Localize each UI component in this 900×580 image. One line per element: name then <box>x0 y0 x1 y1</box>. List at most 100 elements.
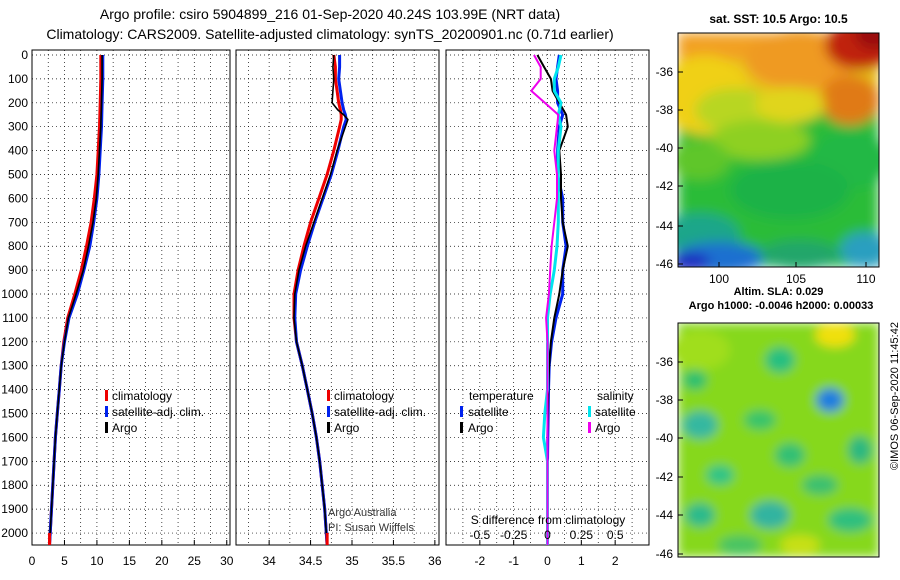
x-tick-label: 36 <box>428 554 442 568</box>
legend-swatch <box>327 390 330 401</box>
bottom-marker <box>48 533 52 545</box>
y-tick-label: 1000 <box>1 287 28 301</box>
diff-salinity-tick-label: 0 <box>544 528 551 542</box>
legend-swatch <box>105 406 108 417</box>
x-tick-label: 5 <box>61 554 68 568</box>
y-tick-label: 100 <box>8 72 28 86</box>
bottom-marker <box>325 533 329 545</box>
y-tick-label: 900 <box>8 263 28 277</box>
legend-swatch <box>105 390 108 401</box>
legend-swatch <box>588 406 591 417</box>
legend-label: climatology <box>334 389 394 403</box>
map-y-tick-label: -46 <box>656 257 674 271</box>
sla-map-title-line2: Argo h1000: -0.0046 h2000: 0.00033 <box>688 300 874 312</box>
series-line-argo <box>293 54 349 545</box>
series-line-climatology <box>292 54 343 545</box>
x-tick-label: 1 <box>578 554 585 568</box>
series-group <box>48 55 105 545</box>
y-tick-label: 1600 <box>1 430 28 444</box>
series-group <box>530 54 569 545</box>
panel-diff: -2 -1 0 1 2 <box>445 49 650 568</box>
x-tick-label: 10 <box>90 554 104 568</box>
series-line-temperature-argo <box>536 54 569 545</box>
diff-salinity-tick-label: -0.5 <box>469 528 490 542</box>
figure-title-line1: Argo profile: csiro 5904899_216 01-Sep-2… <box>99 6 561 22</box>
map-x-tick-label: 100 <box>709 272 729 286</box>
legend-label: satellite-adj. clim. <box>112 405 204 419</box>
legend-swatch <box>460 406 463 417</box>
panel-temp: 0 5 10 15 20 25 30 <box>29 49 234 568</box>
diff-salinity-tick-label: -0.25 <box>500 528 528 542</box>
y-tick-label: 0 <box>21 48 28 62</box>
y-tick-label: 400 <box>8 144 28 158</box>
x-tick-label: 20 <box>155 554 169 568</box>
y-tick-label: 1400 <box>1 383 28 397</box>
legend-sal-satellite: satellite <box>595 405 636 419</box>
map-y-tick-label: -44 <box>656 508 674 522</box>
y-tick-label: 1100 <box>2 311 28 325</box>
x-tick-label: -1 <box>508 554 519 568</box>
x-tick-label: 25 <box>188 554 202 568</box>
map-y-tick-label: -36 <box>656 355 674 369</box>
y-tick-label: 2000 <box>1 526 28 540</box>
diff-xlabel: S difference from climatology <box>471 513 626 527</box>
y-tick-label: 1200 <box>1 335 28 349</box>
x-tick-label: 0 <box>29 554 36 568</box>
y-tick-label: 600 <box>8 191 28 205</box>
y-tick-label: 700 <box>8 215 28 229</box>
panel-sal: 34 34.5 35 35.5 36 <box>235 49 442 568</box>
map-x-tick-label: 110 <box>856 272 875 286</box>
x-tick-label: 34 <box>262 554 276 568</box>
legend-group-temperature: temperature <box>469 389 534 403</box>
map-y-tick-label: -46 <box>656 547 674 561</box>
x-tick-label: 0 <box>544 554 551 568</box>
annotation-pi: PI: Susan Wijffels <box>328 522 414 534</box>
y-tick-label: 1800 <box>1 478 28 492</box>
sst-map: -36 -38 -40 -42 -44 -46 100 105 110 <box>656 32 880 286</box>
map-y-tick-label: -38 <box>656 103 674 117</box>
y-tick-label: 1700 <box>1 454 28 468</box>
legend-swatch <box>327 422 330 433</box>
sla-map-title-line1: Altim. SLA: 0.029 <box>733 286 824 298</box>
annotation-argo-australia: Argo Australia <box>328 507 397 519</box>
y-tick-label: 300 <box>8 120 28 134</box>
x-tick-label: 30 <box>220 554 234 568</box>
y-tick-label: 500 <box>8 168 28 182</box>
x-tick-label: 15 <box>123 554 137 568</box>
y-tick-label: 800 <box>8 239 28 253</box>
legend-temp-satellite: satellite <box>468 405 509 419</box>
sst-map-title: sat. SST: 10.5 Argo: 10.5 <box>709 12 848 26</box>
legend-swatch <box>105 422 108 433</box>
map-x-tick-label: 105 <box>786 272 806 286</box>
legend-swatch <box>460 422 463 433</box>
legend-label: Argo <box>334 421 360 435</box>
x-tick-label: 35 <box>345 554 359 568</box>
legend-sal-argo: Argo <box>595 421 621 435</box>
map-y-tick-label: -44 <box>656 219 674 233</box>
map-y-tick-label: -40 <box>656 431 674 445</box>
legend-swatch <box>588 422 591 433</box>
series-line-satellite-adj-clim- <box>48 55 105 545</box>
legend-swatch <box>327 406 330 417</box>
legend-label: Argo <box>112 421 138 435</box>
map-y-tick-label: -40 <box>656 141 674 155</box>
x-tick-label: 35.5 <box>382 554 406 568</box>
y-tick-label: 1900 <box>1 502 28 516</box>
sla-map: -36 -38 -40 -42 -44 -46 <box>656 322 880 561</box>
map-y-tick-label: -36 <box>656 65 674 79</box>
y-tick-label: 200 <box>8 96 28 110</box>
legend-group-salinity: salinity <box>597 389 634 403</box>
legend-label: climatology <box>112 389 172 403</box>
map-y-tick-label: -42 <box>656 470 674 484</box>
x-tick-label: -2 <box>474 554 485 568</box>
series-line-argo <box>48 55 103 545</box>
credit-stamp: ©IMOS 06-Sep-2020 11:45:42 <box>889 322 900 470</box>
x-tick-label: 34.5 <box>299 554 323 568</box>
x-tick-label: 2 <box>612 554 619 568</box>
diff-salinity-tick-label: 0.5 <box>607 528 624 542</box>
map-y-tick-label: -42 <box>656 179 674 193</box>
y-tick-label: 1300 <box>1 359 28 373</box>
panel-frame <box>235 49 440 546</box>
y-tick-label: 1500 <box>1 407 28 421</box>
